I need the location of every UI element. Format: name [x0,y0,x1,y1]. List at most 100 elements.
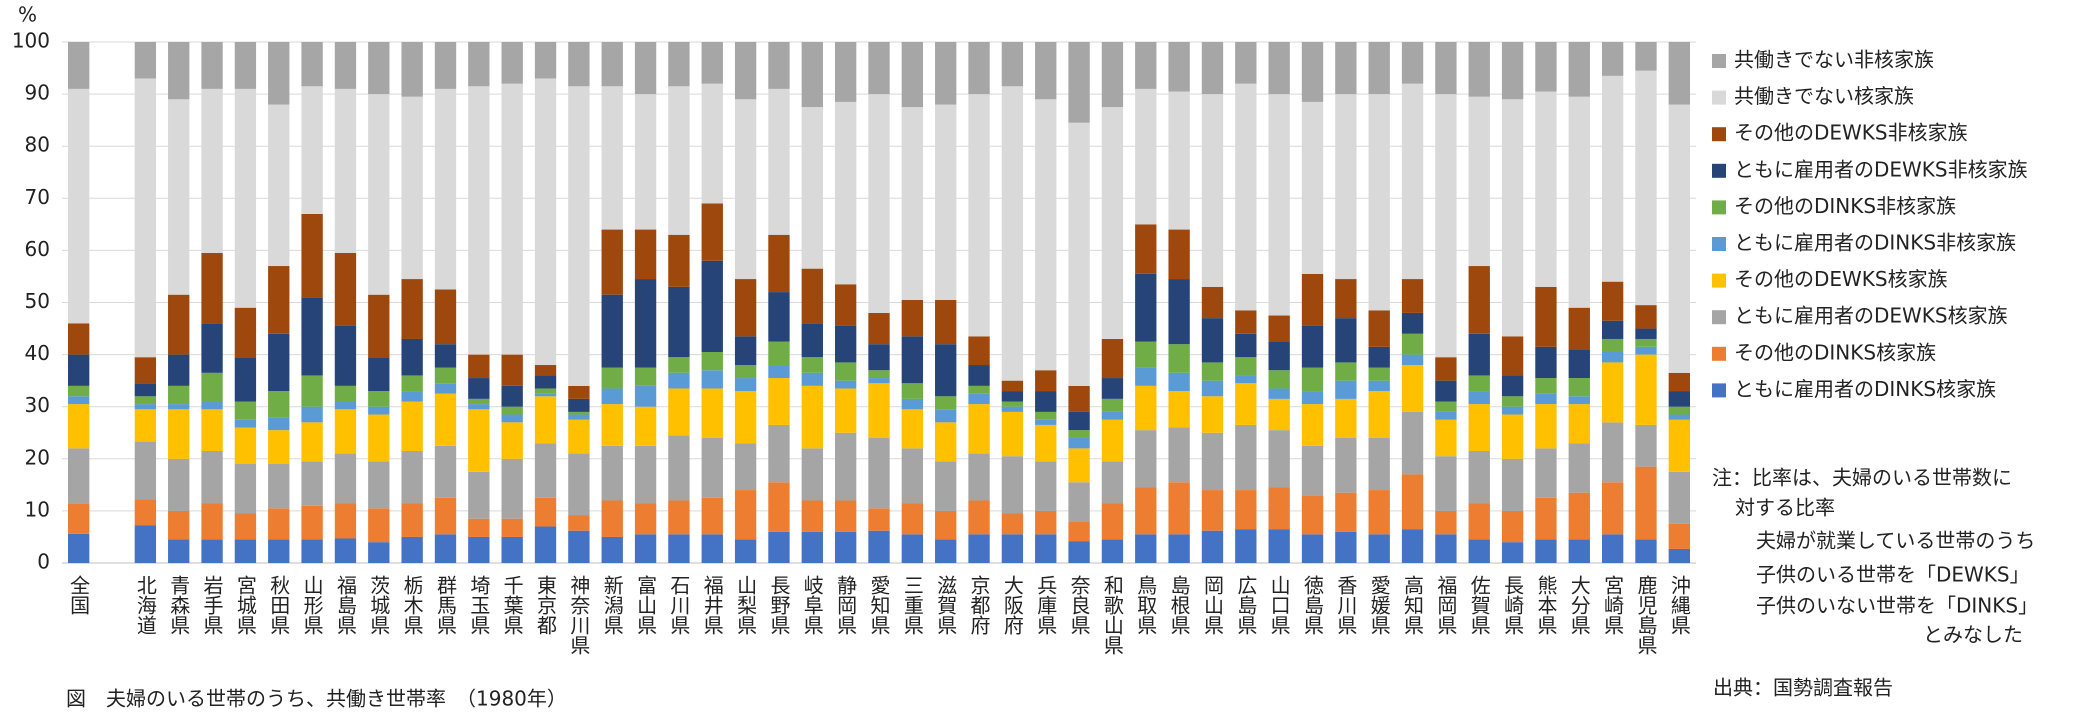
bar-segment [734,365,757,379]
bar-segment [301,406,323,423]
bar-segment [201,88,223,254]
bar-segment [1101,503,1124,540]
bar-segment [901,398,924,410]
bar-segment [1368,310,1390,347]
legend-swatch [1712,54,1726,68]
bar-segment [1268,341,1290,371]
bar-segment [734,490,757,540]
bar-segment [1668,523,1690,549]
bar-segment [1135,273,1157,342]
bar-segment [234,42,257,89]
bar-segment [201,323,223,373]
bar-segment [1635,328,1657,339]
y-tick-label: 50 [25,289,50,313]
bar-segment [901,336,924,384]
bar-segment [534,443,557,498]
bar-segment [935,344,957,397]
bar-segment [935,539,957,563]
bar-segment [368,42,390,95]
bar-segment [1301,495,1324,535]
bar-segment [1068,437,1090,449]
bar-segment [701,260,723,352]
x-tick-label: 長崎県 [1501,575,1525,635]
bar-segment [634,94,657,230]
bar-segment [68,448,90,504]
bar-segment [701,497,723,535]
x-tick-label: 神奈川県 [567,575,591,655]
note-line: 注：比率は、夫婦のいる世帯数に [1712,466,2012,490]
bar-segment [1368,346,1390,368]
bar-segment [935,104,957,300]
bar-segment [1268,315,1290,342]
x-tick-label: 長野県 [767,575,791,635]
legend-label: その他のDEWKS核家族 [1734,267,1948,291]
bar-segment [601,404,623,446]
x-tick-label: 富山県 [634,575,658,635]
bar-segment [334,385,357,402]
bar-segment [1535,448,1557,498]
y-unit: % [18,3,37,27]
bar-segment [1301,42,1324,102]
legend-swatch [1712,237,1726,251]
bar-segment [901,42,924,108]
bar-segment [1501,406,1524,415]
bar-segment [434,88,457,290]
bar-segment [501,414,523,423]
x-tick-label: 愛媛県 [1367,575,1391,635]
bar-segment [868,344,890,371]
bar-segment [1001,380,1024,392]
bar-segment [301,297,323,376]
legend-label: 共働きでない非核家族 [1734,48,1934,72]
bar-segment [268,104,290,267]
bar-segment [1001,86,1024,381]
bar-segment [1035,42,1057,100]
bar-segment [1268,430,1290,488]
bar-segment [668,534,690,563]
bar-segment [834,42,857,102]
bar-segment [1568,378,1590,397]
x-tick-label: 佐賀県 [1467,575,1491,635]
bar-segment [1601,281,1624,321]
bar-segment [1501,510,1524,543]
bar-segment [1568,539,1590,563]
bar-segment [301,461,323,506]
bar-segment [601,294,623,368]
y-tick-label: 60 [25,237,50,261]
bar-segment [234,357,257,402]
bar-segment [1535,404,1557,449]
bar-segment [734,279,757,337]
bar-segment [1068,122,1090,386]
legend-swatch [1712,163,1726,178]
bar-segment [1235,375,1257,384]
bar-segment [501,83,523,355]
bar-segment [268,266,290,334]
bar-segment [768,378,790,425]
y-tick-label: 70 [25,185,50,209]
bar-segment [1368,490,1390,535]
bar-segment [1535,497,1557,540]
bar-segment [201,401,223,410]
bar-segment [534,497,557,527]
bar-segment [534,393,557,397]
bar-segment [1168,391,1190,428]
bar-segment [1568,443,1590,493]
bar-segment [334,42,357,89]
bar-segment [234,419,257,428]
bar-segment [1201,380,1224,397]
bar-segment [901,107,924,300]
bar-segment [1668,406,1690,415]
y-tick-label: 0 [37,550,50,574]
x-tick-label: 沖縄県 [1667,575,1691,635]
x-tick-label: 福岡県 [1434,575,1458,635]
bar-segment [935,510,957,540]
bar-segment [368,406,390,415]
bar-segment [1035,391,1057,412]
bar-segment [1135,534,1157,563]
bar-segment [201,409,223,451]
bar-segment [801,357,823,373]
bar-segment [1335,380,1357,399]
bar-segment [601,42,623,87]
y-tick-label: 30 [25,393,50,417]
legend-label: ともに雇用者のDEWKS非核家族 [1734,157,2028,181]
bar-segment [201,372,223,402]
